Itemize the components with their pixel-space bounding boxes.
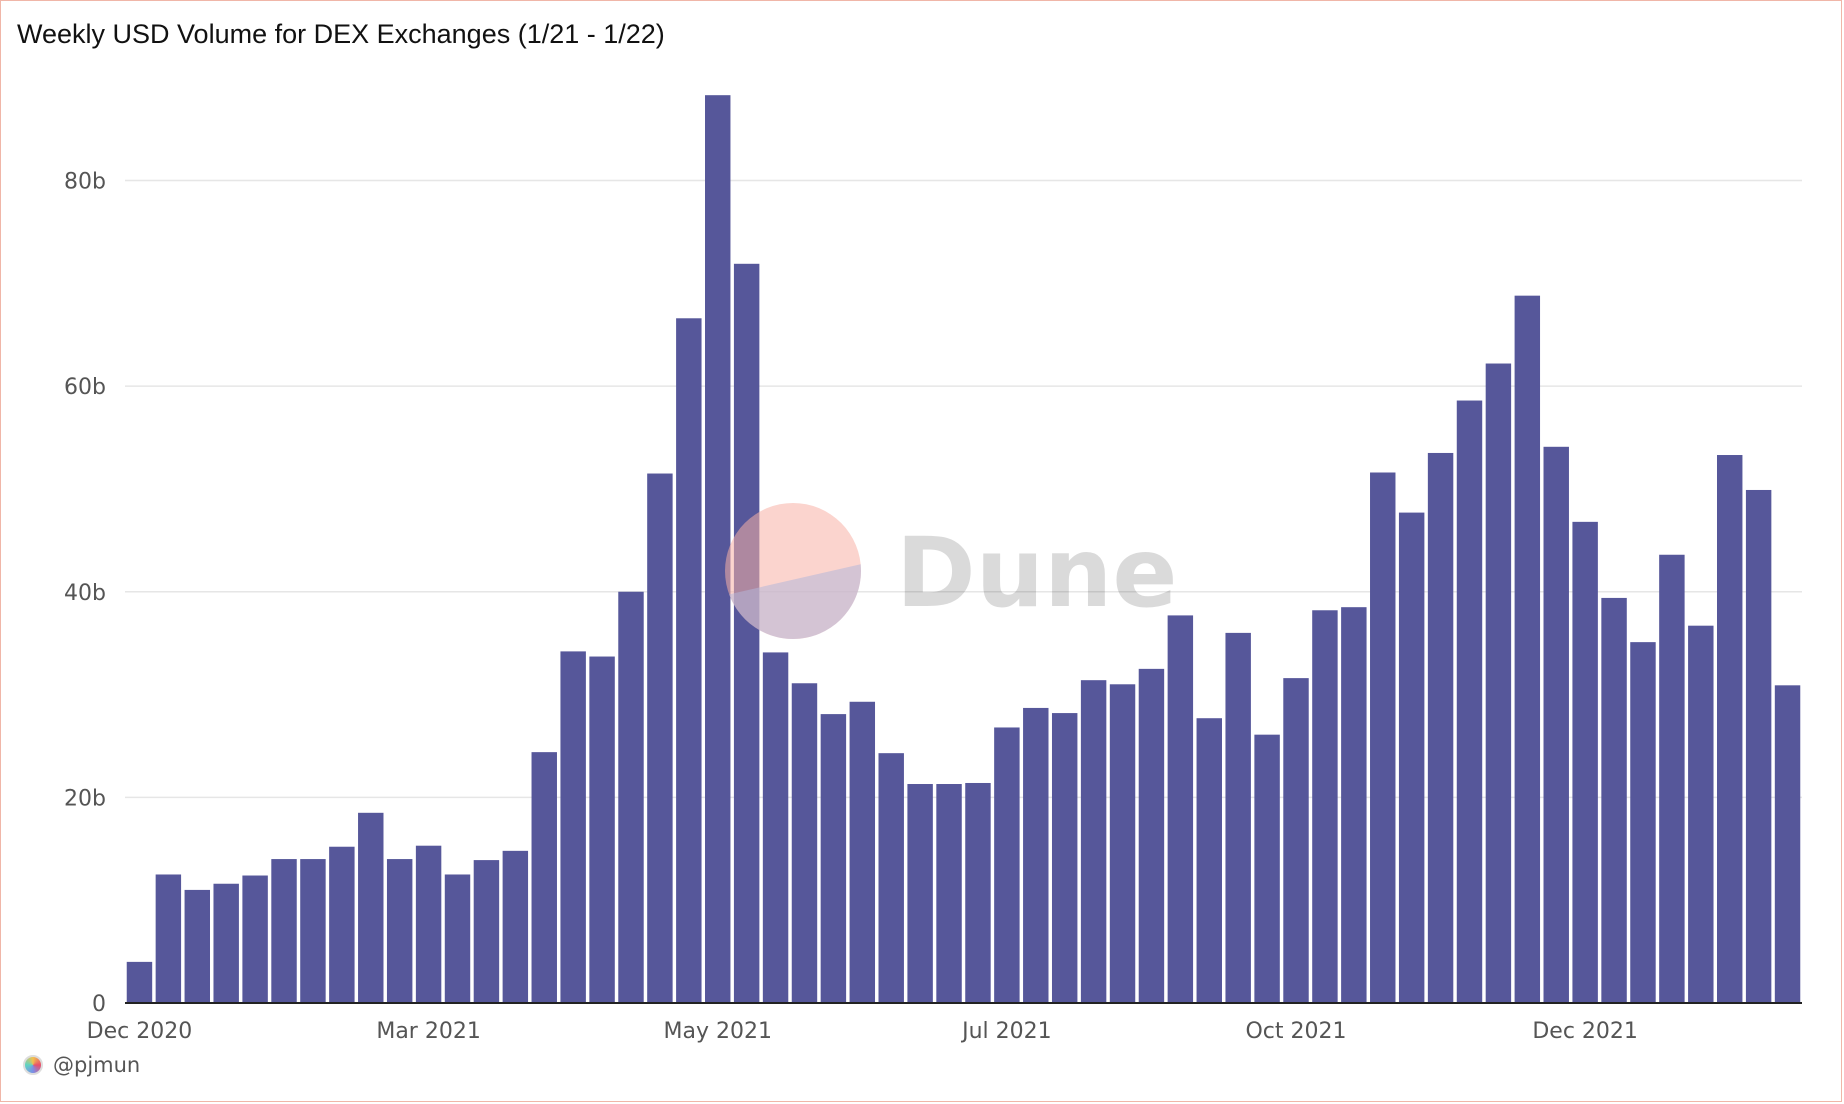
bar[interactable] (1601, 597, 1627, 1003)
bar[interactable] (300, 859, 326, 1003)
bar[interactable] (1196, 718, 1222, 1003)
chart-title: Weekly USD Volume for DEX Exchanges (1/2… (17, 19, 665, 49)
bar[interactable] (1774, 685, 1801, 1003)
x-tick-label: Oct 2021 (1245, 1019, 1346, 1044)
bar[interactable] (589, 656, 615, 1003)
dune-logo-bottom (729, 564, 861, 639)
bar[interactable] (1688, 625, 1714, 1003)
bar[interactable] (1572, 521, 1598, 1003)
x-tick-label: Dec 2021 (1532, 1019, 1638, 1044)
dune-watermark: Dune (725, 503, 1177, 639)
bar[interactable] (1254, 734, 1280, 1003)
bar[interactable] (907, 784, 933, 1003)
author-avatar-icon (23, 1055, 43, 1075)
bar[interactable] (705, 95, 731, 1004)
dune-wordmark: Dune (896, 517, 1177, 629)
bar[interactable] (502, 850, 529, 1003)
bar[interactable] (560, 651, 586, 1003)
bar[interactable] (1485, 363, 1512, 1003)
bar[interactable] (1109, 684, 1136, 1003)
bar[interactable] (820, 714, 847, 1003)
y-axis-ticks: 0 20b 40b 60b 80b (64, 170, 106, 1017)
bar[interactable] (994, 727, 1020, 1003)
bar[interactable] (936, 784, 962, 1003)
bar[interactable] (155, 874, 182, 1003)
bar[interactable] (444, 874, 471, 1003)
bar[interactable] (271, 859, 297, 1003)
bar[interactable] (531, 752, 557, 1003)
y-tick-label: 40b (64, 581, 106, 606)
bar[interactable] (1514, 295, 1541, 1003)
bar[interactable] (1283, 678, 1309, 1003)
y-tick-label: 0 (92, 992, 106, 1017)
bar[interactable] (1225, 632, 1251, 1003)
bar[interactable] (126, 961, 153, 1003)
bar[interactable] (184, 889, 211, 1003)
bar[interactable] (1370, 472, 1396, 1003)
bar[interactable] (762, 652, 789, 1003)
x-axis-ticks: Dec 2020 Mar 2021 May 2021 Jul 2021 Oct 2021… (87, 1019, 1638, 1044)
bars (126, 95, 1801, 1004)
author-handle[interactable]: @pjmun (53, 1053, 141, 1077)
bar[interactable] (965, 782, 991, 1003)
bar[interactable] (358, 812, 384, 1003)
y-tick-label: 80b (64, 170, 106, 195)
bar[interactable] (1456, 400, 1483, 1003)
bar[interactable] (733, 263, 760, 1003)
bar[interactable] (1745, 489, 1772, 1003)
x-tick-label: May 2021 (663, 1019, 771, 1044)
bar[interactable] (415, 845, 442, 1003)
y-tick-label: 20b (64, 786, 106, 811)
bar[interactable] (473, 860, 500, 1003)
bar[interactable] (329, 846, 355, 1003)
bar[interactable] (213, 883, 239, 1003)
x-tick-label: Jul 2021 (960, 1019, 1052, 1044)
bar[interactable] (849, 701, 876, 1003)
bar[interactable] (1138, 668, 1165, 1003)
bar[interactable] (1023, 707, 1049, 1003)
bar[interactable] (1543, 446, 1569, 1003)
bar[interactable] (878, 753, 904, 1003)
y-tick-label: 60b (64, 375, 106, 400)
bar[interactable] (242, 875, 268, 1003)
bar[interactable] (1167, 615, 1194, 1003)
bar[interactable] (386, 859, 413, 1003)
bar[interactable] (647, 473, 673, 1003)
bar[interactable] (791, 683, 818, 1003)
bar[interactable] (1080, 680, 1107, 1003)
bar[interactable] (618, 591, 644, 1003)
bar[interactable] (1051, 713, 1078, 1003)
bar[interactable] (1312, 610, 1338, 1003)
bar[interactable] (1427, 452, 1454, 1004)
x-tick-label: Mar 2021 (376, 1019, 481, 1044)
bar[interactable] (1716, 455, 1743, 1003)
bar[interactable] (1341, 607, 1367, 1003)
chart-footer: @pjmun (23, 1053, 140, 1077)
bar[interactable] (1630, 642, 1656, 1003)
x-tick-label: Dec 2020 (87, 1019, 193, 1044)
bar[interactable] (676, 318, 702, 1003)
bar[interactable] (1398, 512, 1425, 1003)
bar[interactable] (1659, 554, 1685, 1003)
